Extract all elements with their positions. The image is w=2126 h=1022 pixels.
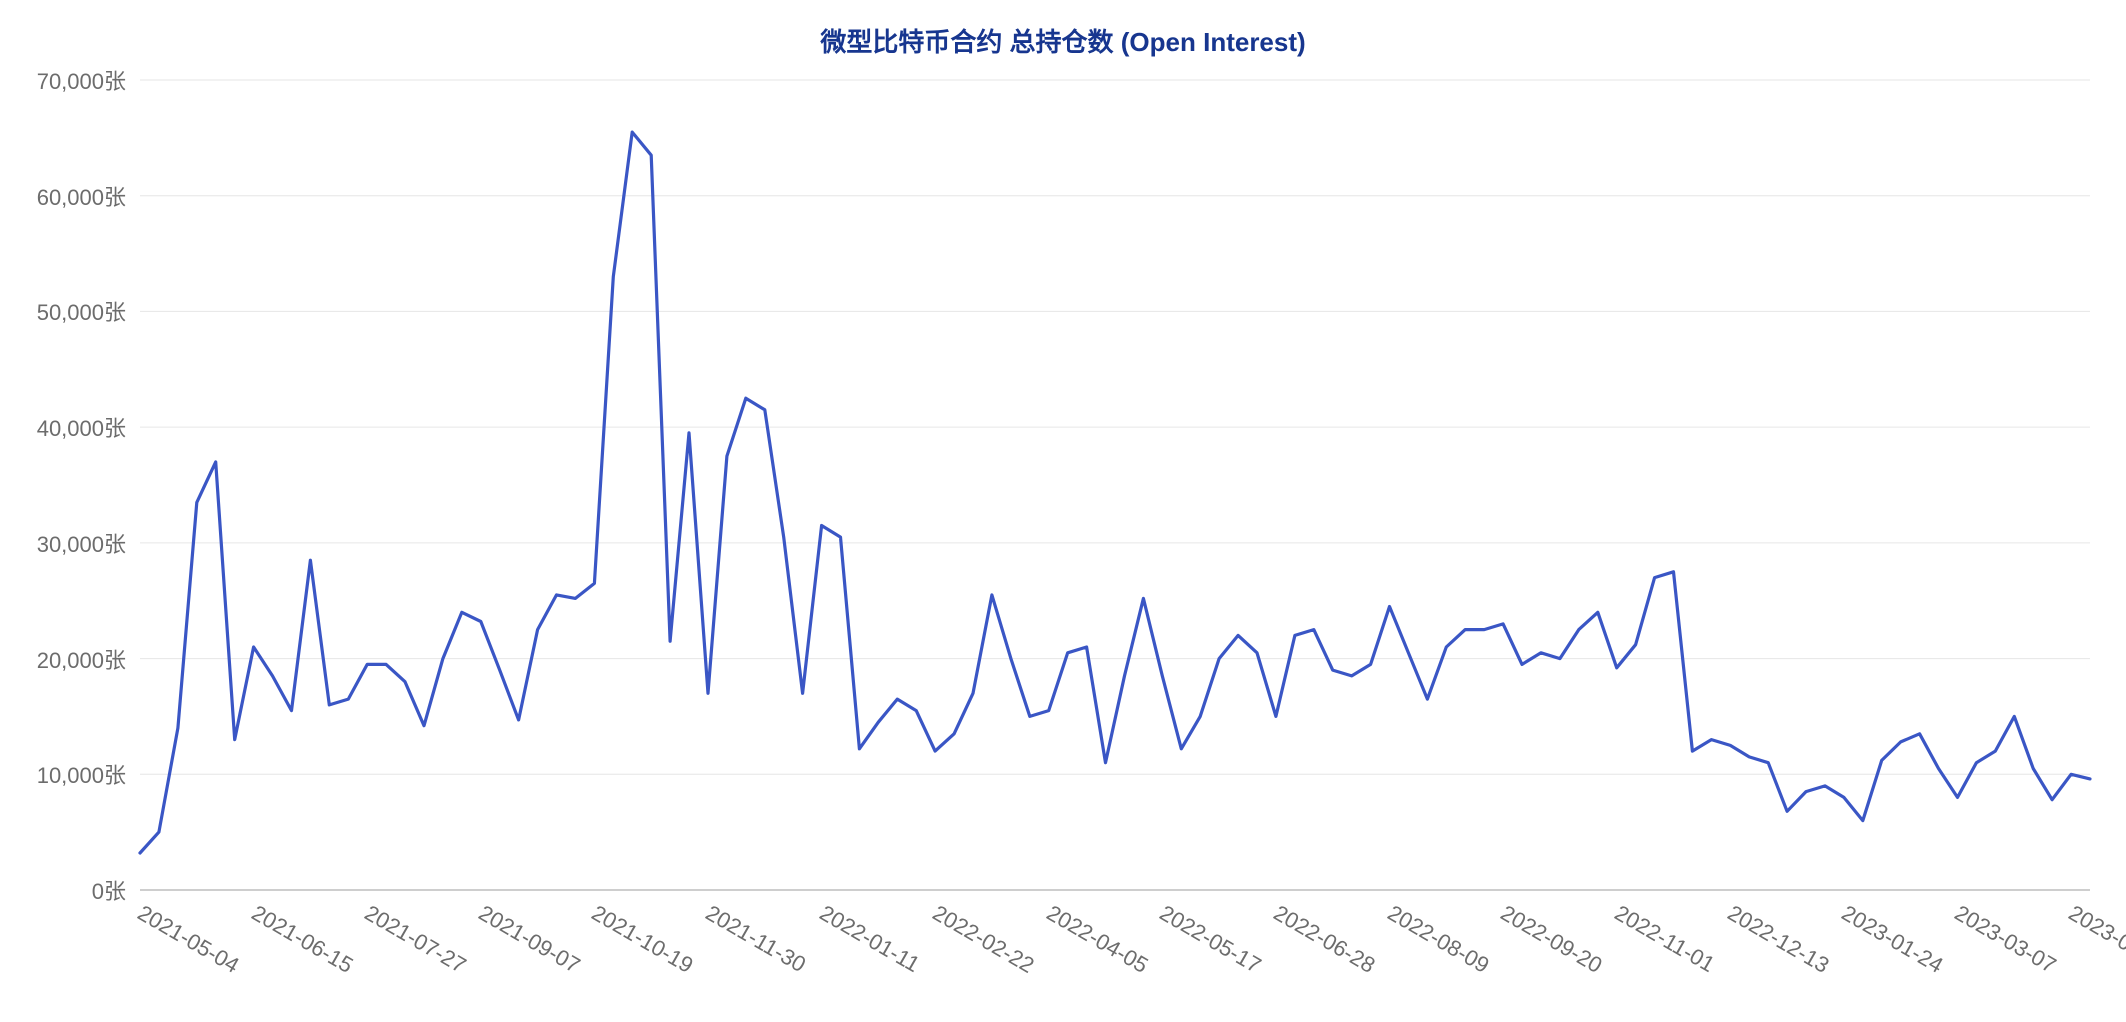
y-tick-label: 0张 xyxy=(0,874,126,906)
line-chart-svg xyxy=(0,0,2126,1022)
y-tick-label: 20,000张 xyxy=(0,643,126,675)
y-tick-label: 70,000张 xyxy=(0,64,126,96)
y-tick-label: 40,000张 xyxy=(0,411,126,443)
y-tick-label: 10,000张 xyxy=(0,758,126,790)
y-tick-label: 50,000张 xyxy=(0,295,126,327)
y-tick-label: 60,000张 xyxy=(0,180,126,212)
open-interest-line xyxy=(140,132,2090,853)
y-tick-label: 30,000张 xyxy=(0,527,126,559)
chart-container: 微型比特币合约 总持仓数 (Open Interest) 0张10,000张20… xyxy=(0,0,2126,1022)
